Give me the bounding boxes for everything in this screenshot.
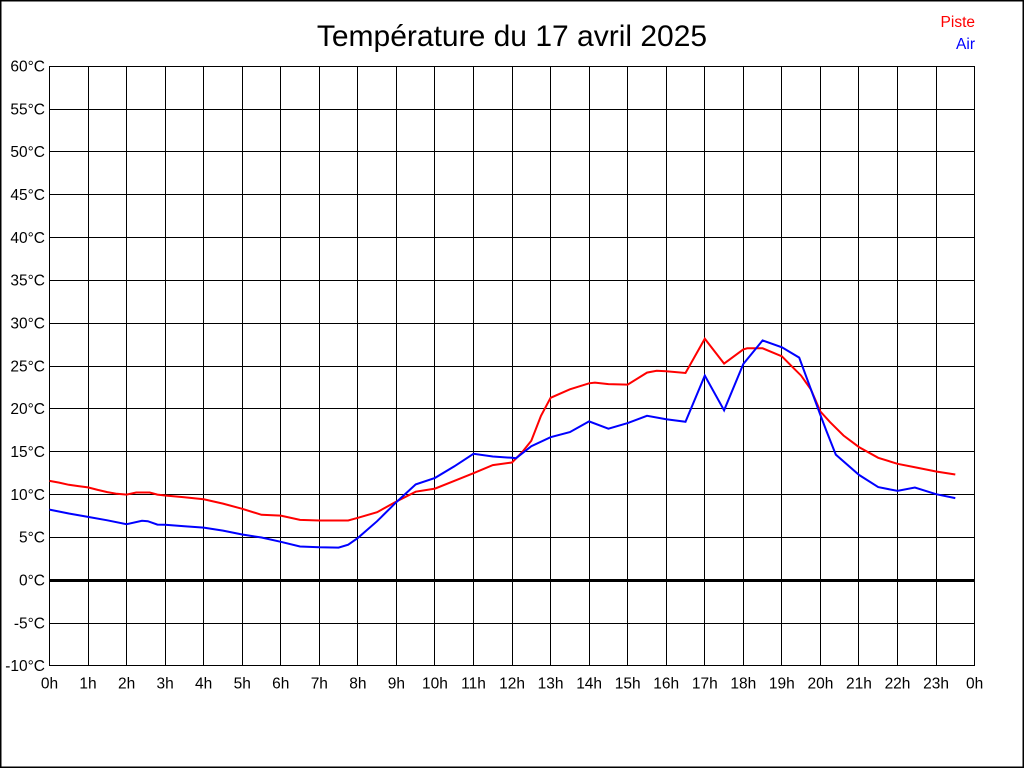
svg-text:1h: 1h — [79, 676, 96, 693]
svg-text:-5°C: -5°C — [14, 615, 45, 632]
svg-text:7h: 7h — [311, 676, 328, 693]
svg-text:35°C: 35°C — [10, 273, 45, 290]
svg-text:25°C: 25°C — [10, 358, 45, 375]
svg-text:40°C: 40°C — [10, 230, 45, 247]
svg-text:11h: 11h — [461, 676, 486, 693]
svg-text:2h: 2h — [118, 676, 135, 693]
svg-text:5°C: 5°C — [19, 530, 45, 547]
svg-text:0°C: 0°C — [19, 573, 45, 590]
svg-text:5h: 5h — [234, 676, 251, 693]
svg-text:9h: 9h — [388, 676, 405, 693]
svg-text:6h: 6h — [272, 676, 289, 693]
svg-text:23h: 23h — [923, 676, 949, 693]
svg-text:22h: 22h — [885, 676, 911, 693]
svg-text:Air: Air — [956, 36, 975, 53]
svg-text:20°C: 20°C — [10, 401, 45, 418]
svg-text:10°C: 10°C — [10, 487, 45, 504]
svg-text:13h: 13h — [538, 676, 564, 693]
svg-text:0h: 0h — [966, 676, 983, 693]
svg-text:50°C: 50°C — [10, 144, 45, 161]
svg-text:17h: 17h — [692, 676, 718, 693]
svg-text:15h: 15h — [615, 676, 641, 693]
svg-text:60°C: 60°C — [10, 59, 45, 76]
svg-text:30°C: 30°C — [10, 316, 45, 333]
svg-text:21h: 21h — [846, 676, 872, 693]
svg-text:55°C: 55°C — [10, 101, 45, 118]
svg-text:4h: 4h — [195, 676, 212, 693]
svg-text:19h: 19h — [769, 676, 795, 693]
svg-text:20h: 20h — [807, 676, 833, 693]
svg-text:10h: 10h — [422, 676, 448, 693]
svg-text:Piste: Piste — [941, 14, 975, 31]
svg-text:Température du 17 avril 2025: Température du 17 avril 2025 — [317, 20, 707, 53]
svg-text:12h: 12h — [499, 676, 525, 693]
svg-text:15°C: 15°C — [10, 444, 45, 461]
svg-text:45°C: 45°C — [10, 187, 45, 204]
svg-text:16h: 16h — [653, 676, 679, 693]
svg-text:0h: 0h — [41, 676, 58, 693]
svg-text:18h: 18h — [730, 676, 756, 693]
svg-text:-10°C: -10°C — [5, 658, 45, 675]
svg-text:3h: 3h — [157, 676, 174, 693]
svg-text:8h: 8h — [349, 676, 366, 693]
svg-text:14h: 14h — [576, 676, 602, 693]
